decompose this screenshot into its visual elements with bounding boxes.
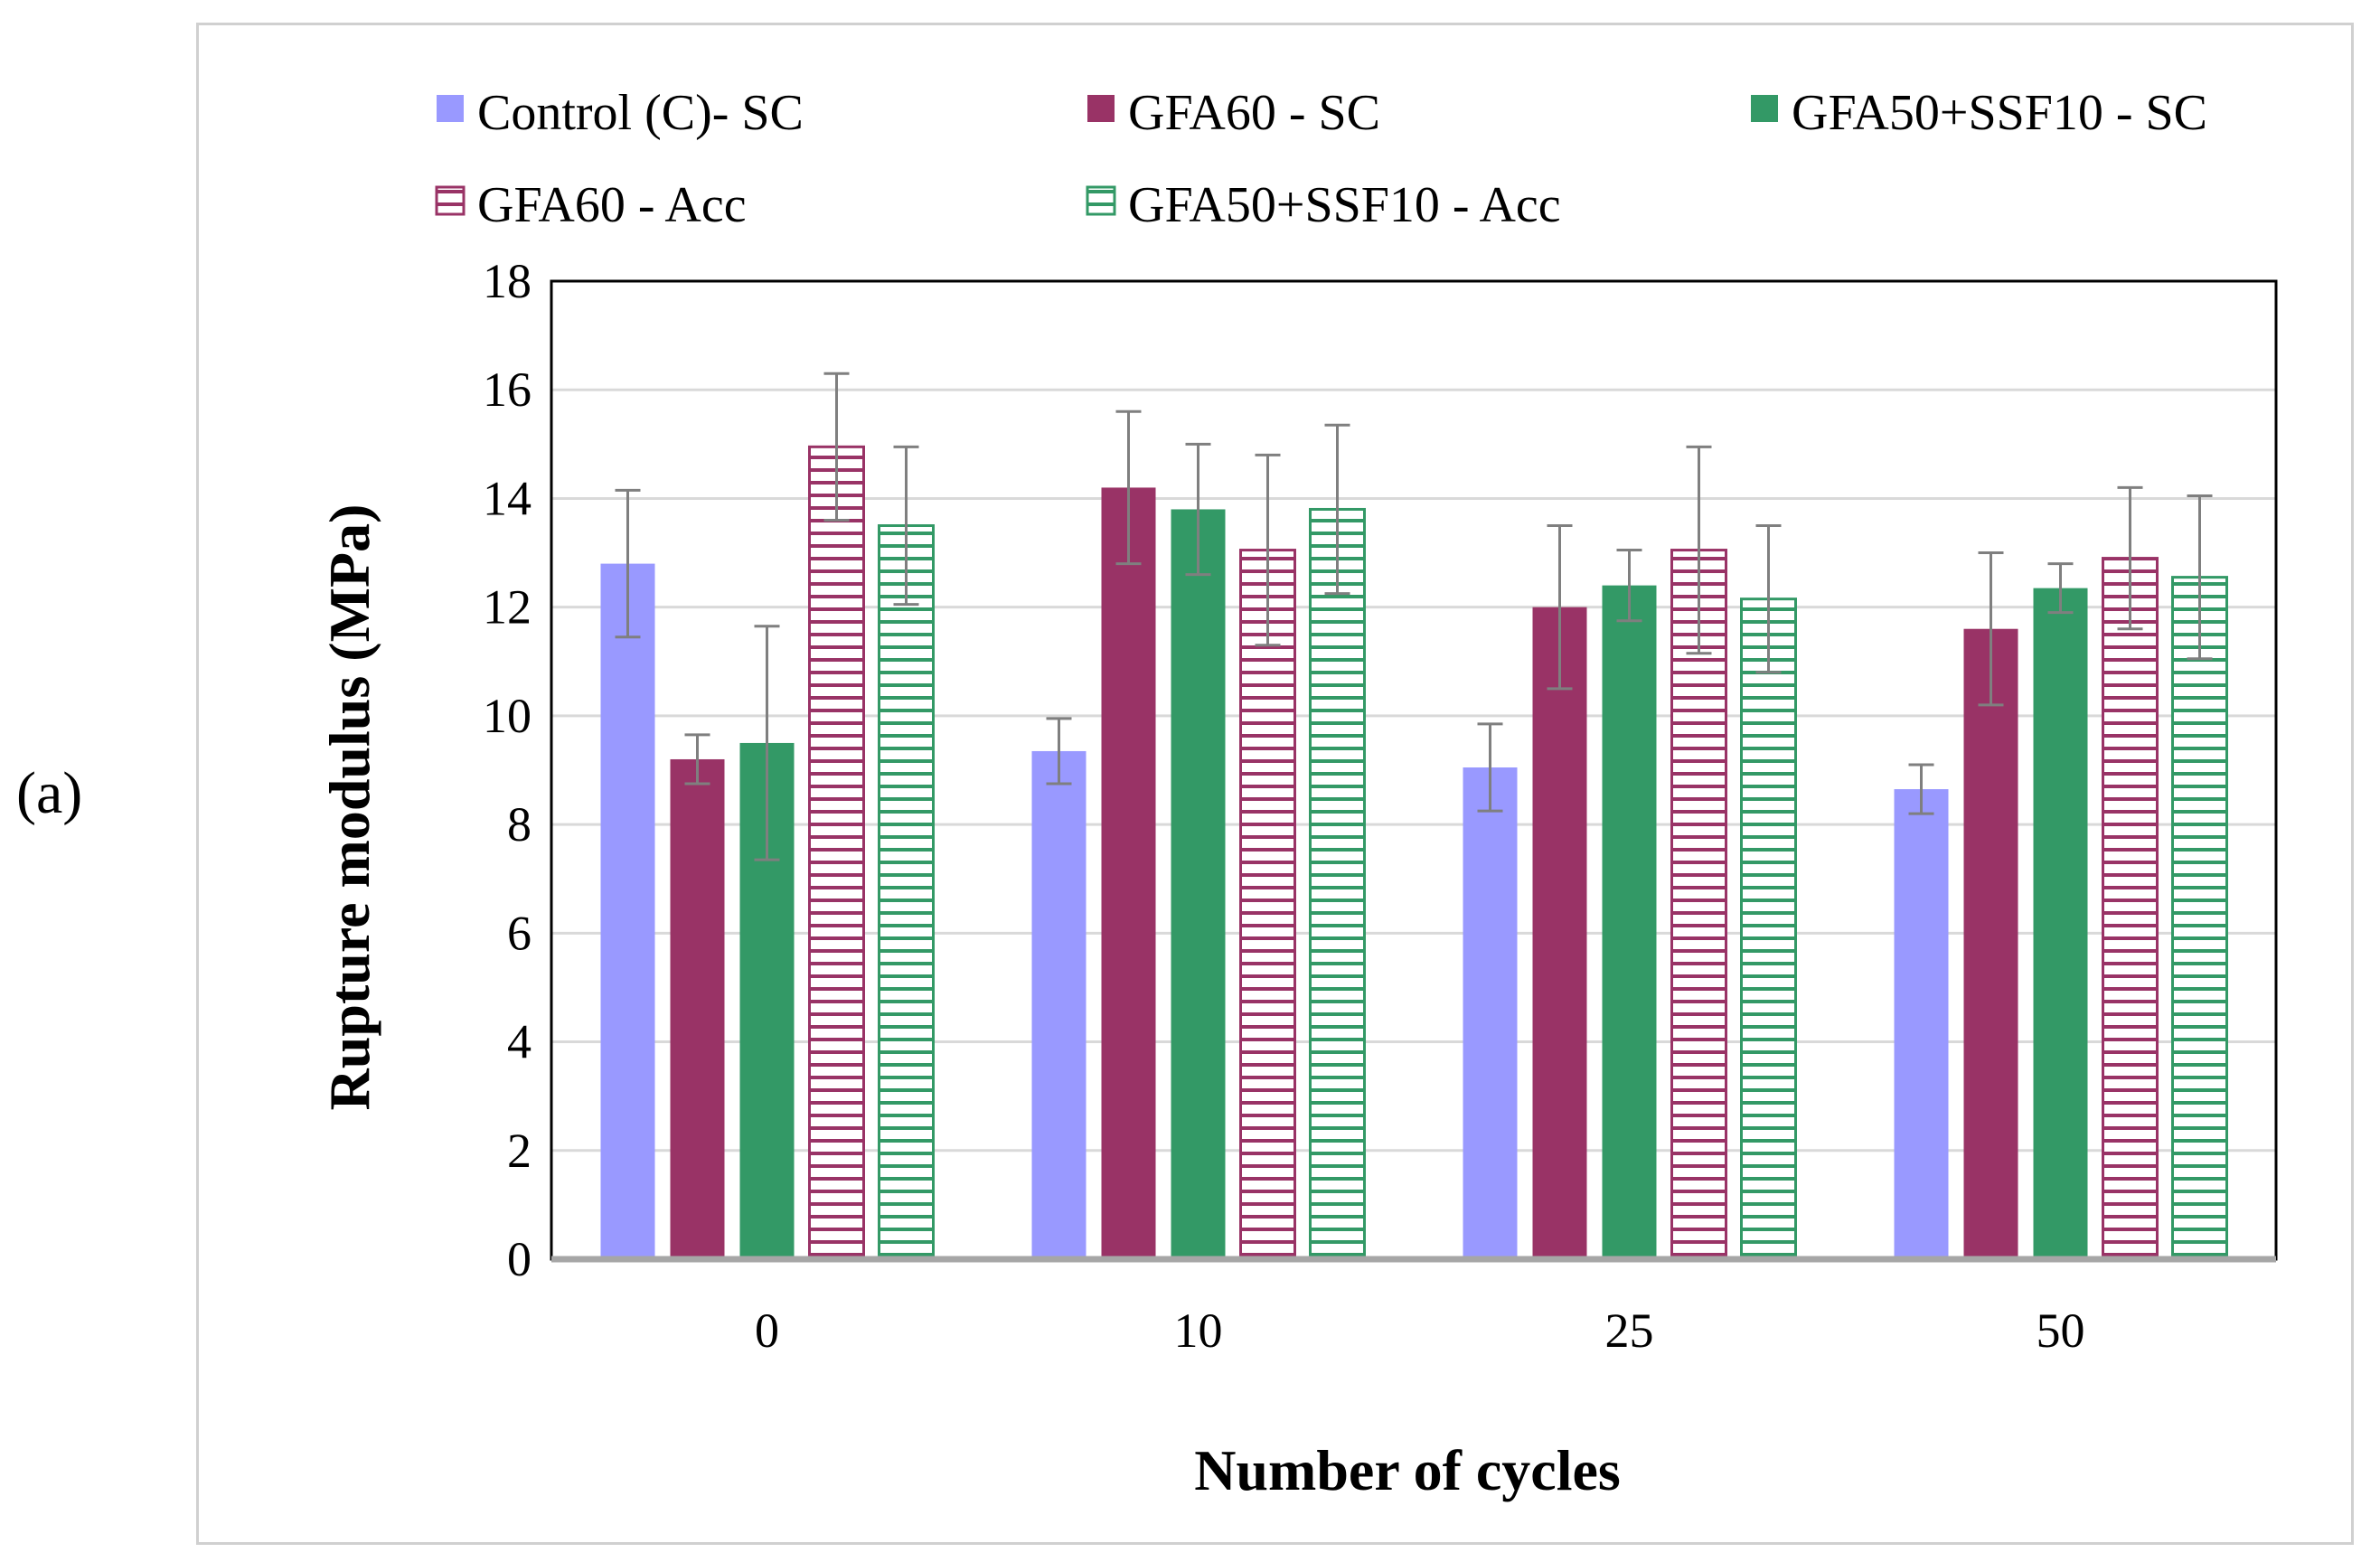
bar: [1239, 549, 1296, 1261]
y-axis-title: Rupture modulus (MPa): [317, 504, 381, 1111]
error-bars: [615, 372, 2213, 861]
y-tick-label: 8: [507, 797, 532, 852]
bar: [2102, 557, 2159, 1261]
y-tick-label: 0: [507, 1232, 532, 1286]
bars: [600, 445, 2228, 1261]
legend-swatch: [435, 185, 466, 216]
bar: [670, 758, 725, 1259]
bar: [878, 524, 935, 1261]
bar: [1740, 598, 1797, 1261]
x-axis: 0 10 25 50: [551, 1256, 2276, 1358]
bar: [1463, 767, 1518, 1259]
bar: [1031, 750, 1087, 1259]
y-tick-label: 18: [483, 254, 532, 308]
bar: [808, 445, 865, 1261]
x-tick-label: 10: [1174, 1303, 1223, 1358]
legend-label: GFA50+SSF10 - Acc: [1128, 177, 1561, 233]
x-tick-label: 0: [755, 1303, 779, 1358]
bar: [2033, 588, 2088, 1259]
x-tick-label: 25: [1605, 1303, 1654, 1358]
legend-swatch: [1087, 95, 1115, 122]
bar-chart: Control (C)- SC GFA60 - SC GFA50+SSF10 - S…: [317, 85, 2278, 1502]
legend-swatch: [1751, 95, 1778, 122]
y-tick-label: 10: [483, 689, 532, 743]
bar: [1532, 607, 1587, 1259]
bar: [1101, 487, 1156, 1259]
y-tick-label: 4: [507, 1015, 532, 1069]
legend-label: GFA60 - Acc: [477, 177, 747, 233]
y-axis: 0 2 4 6 8 10 12 14 16 18: [483, 254, 532, 1286]
chart-frame: Control (C)- SC GFA60 - SC GFA50+SSF10 - S…: [196, 23, 2354, 1545]
bar: [1309, 507, 1366, 1261]
bar: [600, 563, 655, 1259]
legend-label: GFA60 - SC: [1128, 85, 1380, 141]
y-tick-label: 6: [507, 906, 532, 960]
bar: [1602, 585, 1657, 1259]
legend-label: Control (C)- SC: [477, 85, 804, 141]
y-tick-label: 2: [507, 1124, 532, 1178]
y-tick-label: 16: [483, 362, 532, 417]
x-tick-label: 50: [2037, 1303, 2085, 1358]
legend-swatch: [437, 95, 464, 122]
y-tick-label: 14: [483, 471, 532, 525]
panel-label: (a): [16, 760, 83, 826]
bar: [1670, 549, 1727, 1261]
bar: [1963, 628, 2018, 1259]
x-axis-title: Number of cycles: [1194, 1438, 1621, 1502]
bar: [1171, 509, 1226, 1259]
bar: [2171, 576, 2228, 1261]
y-tick-label: 12: [483, 580, 532, 635]
legend: Control (C)- SC GFA60 - SC GFA50+SSF10 - S…: [435, 85, 2207, 233]
legend-label: GFA50+SSF10 - SC: [1792, 85, 2207, 141]
bar: [1894, 789, 1949, 1259]
legend-swatch: [1086, 185, 1116, 216]
